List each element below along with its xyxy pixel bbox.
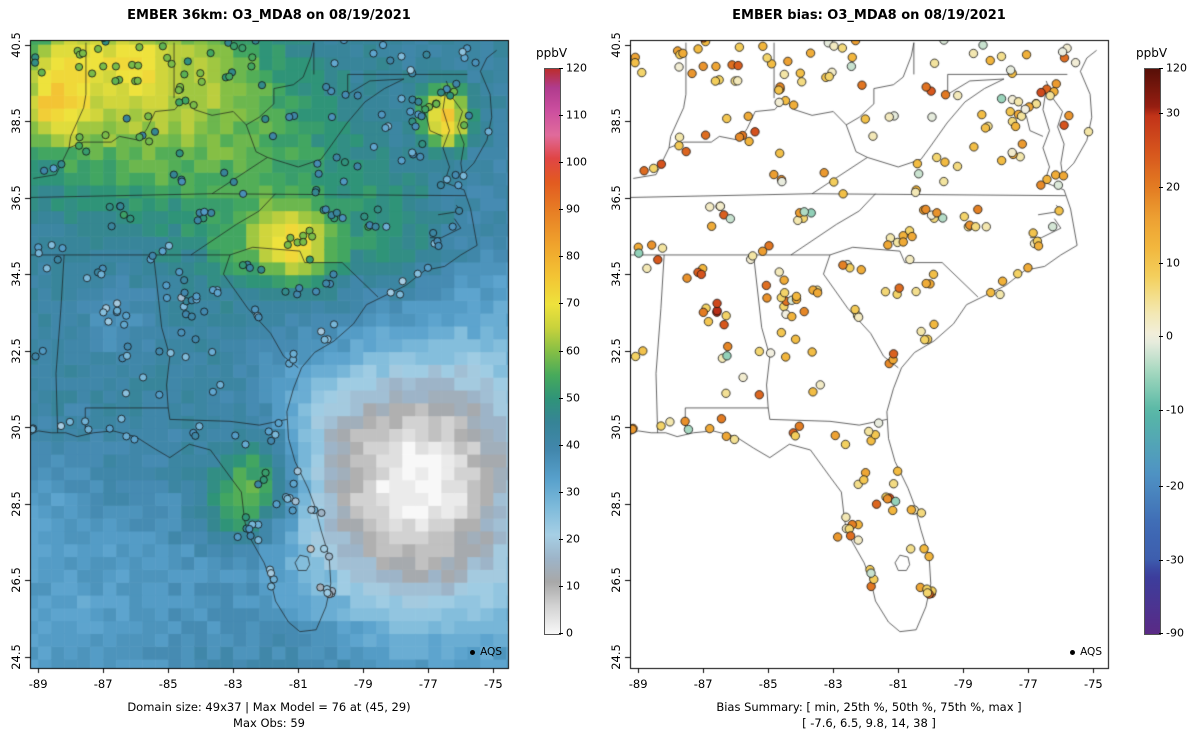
colorbar-tick-mark: [559, 115, 563, 117]
colorbar-tick-label: 10: [1166, 256, 1180, 270]
y-tick-label: 24.5: [9, 643, 23, 670]
y-tick-label: 32.5: [609, 337, 623, 364]
colorbar-tick-label: 20: [566, 532, 580, 546]
y-tick-label: 34.5: [609, 261, 623, 287]
x-tick-label: -75: [1083, 677, 1103, 691]
aqs-legend: AQS: [1010, 646, 1102, 658]
colorbar-tick-label: 0: [566, 626, 573, 640]
colorbar-tick-mark: [559, 256, 563, 258]
panel-bias-map: EMBER bias: O3_MDA8 on 08/19/2021 ppbV A…: [600, 0, 1200, 750]
colorbar-tick-mark: [559, 397, 563, 399]
caption-max-obs: Max Obs: 59: [233, 716, 305, 730]
x-tick-label: -89: [28, 677, 48, 691]
colorbar-tick-mark: [1159, 633, 1163, 634]
colorbar-tick-mark: [559, 633, 563, 634]
y-tick-label: 32.5: [9, 337, 23, 364]
colorbar-tick-label: 120: [1166, 61, 1187, 75]
bias-map-canvas: [600, 0, 1200, 750]
colorbar-tick-label: 90: [566, 202, 580, 216]
colorbar-tick-label: 60: [566, 344, 580, 357]
colorbar-tick-mark: [1159, 186, 1163, 188]
colorbar-tick-mark: [559, 350, 563, 352]
colorbar-tick-mark: [559, 209, 563, 211]
colorbar-tick-label: 30: [1166, 106, 1180, 120]
x-tick-label: -81: [288, 677, 308, 691]
colorbar-tick-mark: [1159, 409, 1163, 411]
y-tick-label: 30.5: [9, 414, 23, 440]
colorbar-tick-label: 110: [566, 108, 587, 122]
colorbar-tick-mark: [1159, 486, 1163, 488]
x-tick-label: -81: [888, 677, 908, 691]
colorbar-tick-label: -90: [1166, 626, 1184, 640]
colorbar-tick-label: 50: [566, 391, 580, 405]
caption-bias-summary-labels: Bias Summary: [ min, 25th %, 50th %, 75t…: [716, 700, 1022, 714]
panel-model-map: EMBER 36km: O3_MDA8 on 08/19/2021 ppbV A…: [0, 0, 600, 750]
y-tick-label: 34.5: [9, 261, 23, 287]
x-tick-label: -89: [628, 677, 648, 691]
colorbar-unit-label: ppbV: [536, 46, 568, 60]
colorbar-tick-mark: [1159, 68, 1163, 69]
y-tick-label: 24.5: [609, 643, 623, 670]
x-tick-label: -83: [823, 677, 843, 691]
y-tick-label: 38.5: [9, 108, 23, 134]
caption-domain-size: Domain size: 49x37 | Max Model = 76 at (…: [127, 700, 411, 714]
y-tick-label: 26.5: [9, 567, 23, 593]
colorbar-tick-label: 0: [1166, 329, 1173, 343]
x-tick-label: -87: [93, 677, 113, 691]
x-tick-label: -79: [353, 677, 373, 691]
colorbar-tick-mark: [559, 538, 563, 540]
y-tick-label: 28.5: [609, 490, 623, 517]
colorbar-tick-mark: [559, 162, 563, 164]
y-tick-label: 40.5: [9, 31, 23, 58]
y-tick-label: 40.5: [609, 31, 623, 58]
colorbar-unit-label: ppbV: [1136, 46, 1168, 60]
caption-bias-summary-values: [ -7.6, 6.5, 9.8, 14, 38 ]: [802, 716, 936, 730]
colorbar-tick-mark: [1159, 559, 1163, 561]
y-tick-label: 36.5: [9, 184, 23, 211]
colorbar-tick-mark: [559, 491, 563, 493]
x-tick-label: -85: [758, 677, 778, 691]
aqs-legend: AQS: [410, 646, 502, 658]
colorbar-tick-mark: [1159, 262, 1163, 264]
aqs-legend-label: AQS: [480, 646, 502, 658]
x-tick-label: -75: [483, 677, 503, 691]
colorbar-tick-label: 30: [566, 485, 580, 499]
colorbar-tick-label: 10: [566, 579, 580, 593]
colorbar-tick-label: -30: [1166, 553, 1184, 567]
colorbar-tick-mark: [559, 585, 563, 587]
colorbar-tick-label: -20: [1166, 479, 1184, 493]
panel-title: EMBER bias: O3_MDA8 on 08/19/2021: [732, 8, 1006, 23]
x-tick-label: -87: [693, 677, 713, 691]
aqs-point-icon: [470, 649, 476, 655]
colorbar-tick-label: 70: [566, 296, 580, 310]
x-tick-label: -79: [953, 677, 973, 691]
aqs-point-icon: [1070, 649, 1076, 655]
y-tick-label: 38.5: [609, 108, 623, 134]
colorbar-tick-mark: [559, 303, 563, 305]
panel-title: EMBER 36km: O3_MDA8 on 08/19/2021: [127, 8, 411, 23]
colorbar-tick-label: 100: [566, 155, 587, 169]
model-colorbar: [544, 68, 561, 635]
colorbar-tick-mark: [559, 444, 563, 446]
colorbar-tick-mark: [1159, 336, 1163, 338]
colorbar-tick-label: 80: [566, 249, 580, 263]
colorbar-tick-mark: [1159, 113, 1163, 115]
colorbar-tick-mark: [559, 68, 563, 69]
y-tick-label: 36.5: [609, 184, 623, 211]
x-tick-label: -83: [223, 677, 243, 691]
y-tick-label: 26.5: [609, 567, 623, 593]
model-map-canvas: [0, 0, 600, 750]
x-tick-label: -77: [1018, 677, 1038, 691]
y-tick-label: 28.5: [9, 490, 23, 517]
colorbar-tick-label: -10: [1166, 403, 1184, 417]
colorbar-tick-label: 20: [1166, 180, 1180, 194]
colorbar-tick-label: 40: [566, 438, 580, 452]
y-tick-label: 30.5: [609, 414, 623, 440]
x-tick-label: -77: [418, 677, 438, 691]
aqs-legend-label: AQS: [1080, 646, 1102, 658]
colorbar-tick-label: 120: [566, 61, 587, 75]
bias-colorbar: [1144, 68, 1161, 635]
x-tick-label: -85: [158, 677, 178, 691]
